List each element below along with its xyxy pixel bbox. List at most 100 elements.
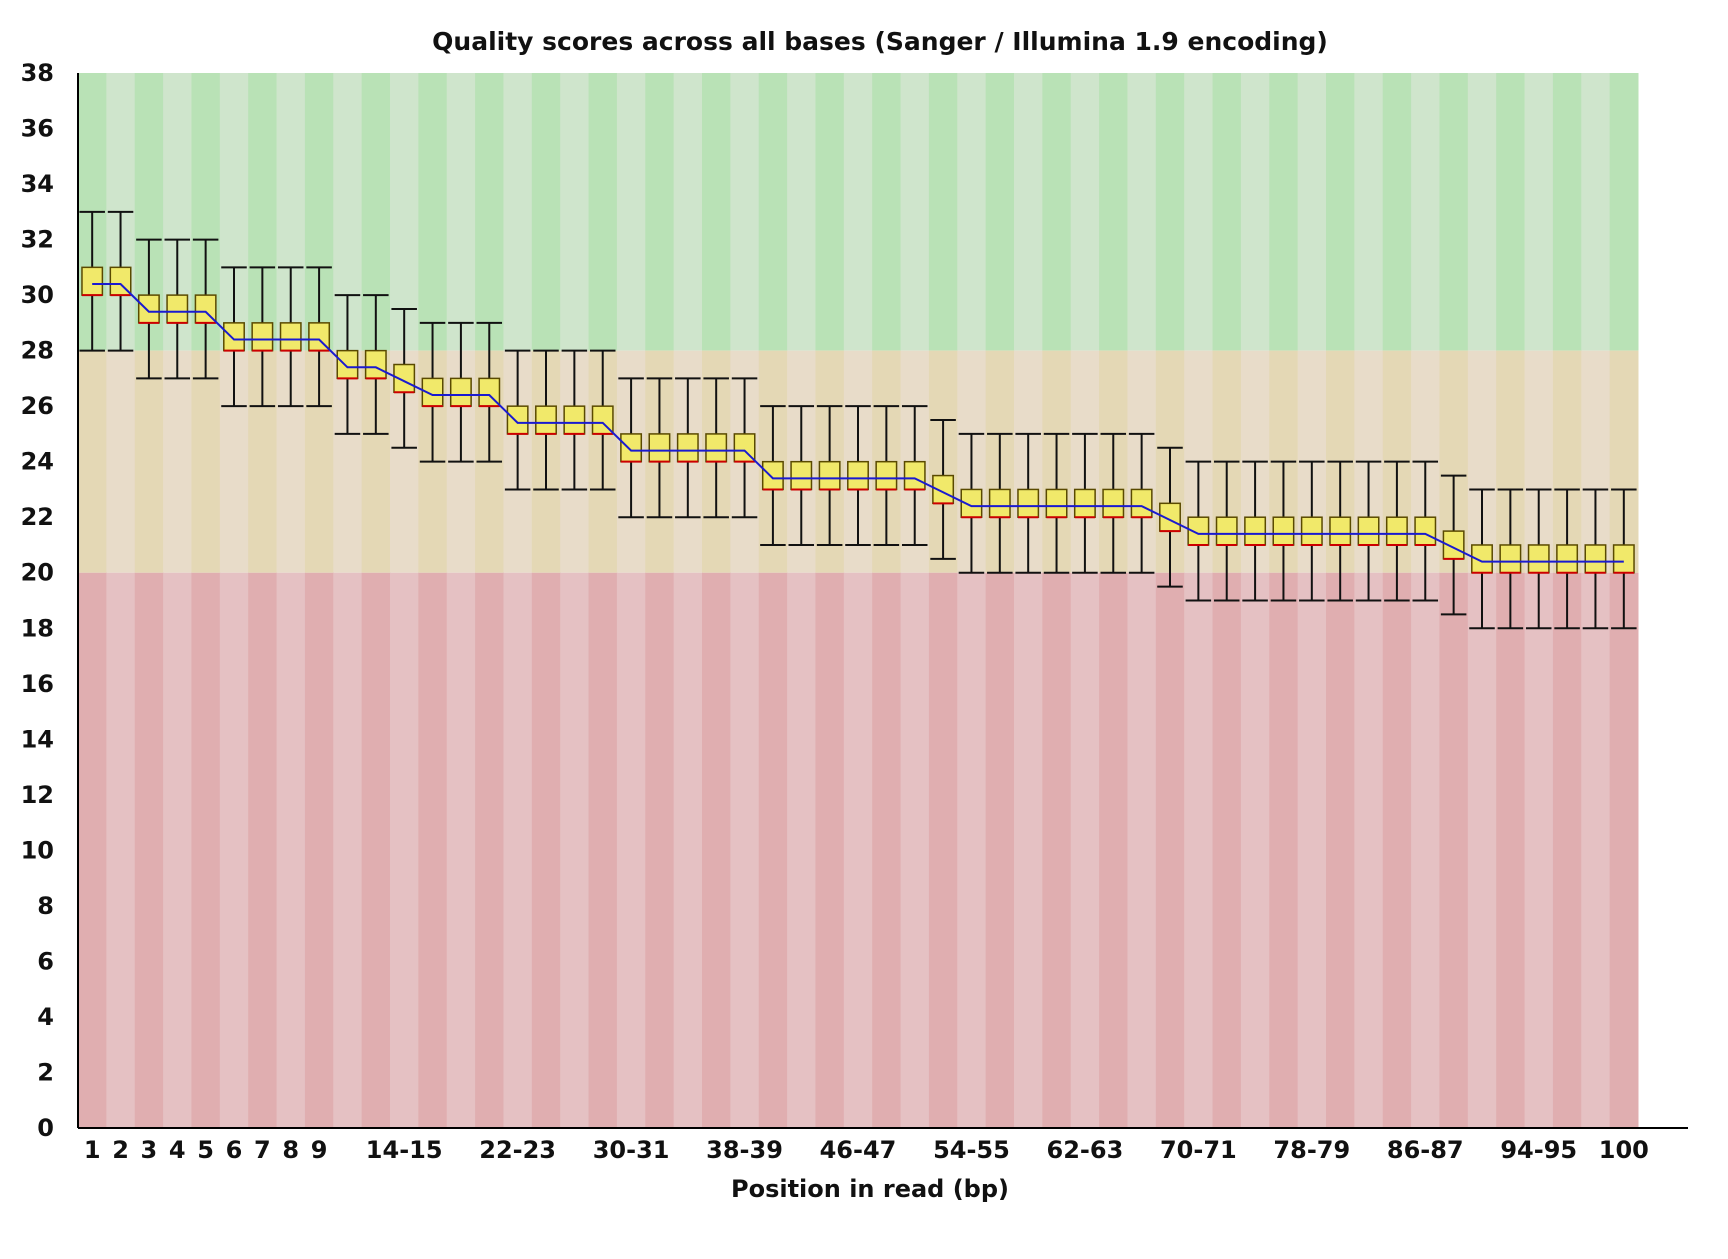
box-iqr xyxy=(705,433,728,463)
band-poor-stripe xyxy=(1070,572,1100,1128)
box-iqr xyxy=(1414,516,1437,546)
box-iqr xyxy=(1556,544,1579,574)
band-good-stripe xyxy=(560,73,590,351)
y-tick-label: 32 xyxy=(21,226,54,254)
box-iqr xyxy=(1527,544,1550,574)
box-34-35 xyxy=(675,377,701,519)
y-tick-label: 4 xyxy=(37,1003,54,1031)
box-iqr xyxy=(1300,516,1323,546)
band-good-stripe xyxy=(758,73,788,351)
x-axis-label: Position in read (bp) xyxy=(731,1175,1009,1203)
band-poor-stripe xyxy=(1411,572,1440,1128)
band-poor-stripe xyxy=(1496,572,1526,1128)
box-iqr xyxy=(279,322,302,352)
box-50-51 xyxy=(901,405,928,546)
y-tick-label: 8 xyxy=(37,892,54,920)
band-good-stripe xyxy=(1297,73,1327,351)
y-tick-label: 22 xyxy=(21,503,54,531)
band-poor-stripe xyxy=(730,572,760,1128)
box-iqr xyxy=(449,377,472,407)
band-poor-stripe xyxy=(787,572,816,1128)
box-iqr xyxy=(676,433,699,463)
box-22-23 xyxy=(504,349,531,491)
band-poor-stripe xyxy=(1212,572,1242,1128)
box-18-19 xyxy=(448,321,474,463)
box-32-33 xyxy=(646,377,673,519)
x-tick-label: 94-95 xyxy=(1500,1136,1577,1164)
box-8 xyxy=(277,266,304,408)
band-good-stripe xyxy=(390,73,419,351)
box-iqr xyxy=(1017,488,1040,518)
band-good-stripe xyxy=(1240,73,1270,351)
band-good-stripe xyxy=(503,73,533,351)
x-tick-label: 5 xyxy=(197,1136,214,1164)
box-iqr xyxy=(364,349,387,380)
x-tick-label: 14-15 xyxy=(366,1136,443,1164)
band-good-stripe xyxy=(815,73,845,351)
x-tick-label: 54-55 xyxy=(933,1136,1010,1164)
x-tick-labels: 1 2 3 4 5 6 7 8 9 14-15 22-23 30-31 38-39 46-47 54-55 6… xyxy=(84,1136,1649,1164)
box-52-53 xyxy=(930,419,956,560)
box-84-85 xyxy=(1384,460,1410,602)
band-good-stripe xyxy=(1099,73,1128,351)
band-good-stripe xyxy=(1382,73,1412,351)
box-78-79 xyxy=(1299,460,1325,602)
band-good-stripe xyxy=(1411,73,1440,351)
band-poor-stripe xyxy=(1609,572,1639,1128)
box-24-25 xyxy=(533,349,559,491)
x-tick-label: 7 xyxy=(254,1136,271,1164)
box-40-41 xyxy=(760,405,786,546)
box-7 xyxy=(249,266,276,408)
box-iqr xyxy=(1385,516,1408,546)
box-66-67 xyxy=(1128,432,1155,574)
band-good-stripe xyxy=(616,73,646,351)
band-poor-stripe xyxy=(673,572,703,1128)
band-poor-stripe xyxy=(985,572,1015,1128)
y-tick-label: 28 xyxy=(21,337,54,365)
band-poor-stripe xyxy=(1524,572,1554,1128)
band-good-stripe xyxy=(1127,73,1157,351)
band-good-stripe xyxy=(446,73,476,351)
y-tick-label: 0 xyxy=(37,1114,54,1142)
box-96-97 xyxy=(1554,488,1580,630)
x-tick-label: 1 xyxy=(84,1136,101,1164)
box-5 xyxy=(192,238,219,380)
box-26-27 xyxy=(561,349,588,491)
band-poor-stripe xyxy=(1240,572,1270,1128)
band-good-stripe xyxy=(1439,73,1469,351)
box-56-57 xyxy=(987,432,1013,574)
box-38-39 xyxy=(731,377,758,519)
band-good-stripe xyxy=(418,73,448,351)
box-iqr xyxy=(506,405,529,435)
band-good-stripe xyxy=(588,73,618,351)
box-iqr xyxy=(1130,488,1153,518)
mean-line xyxy=(92,283,1624,563)
band-poor-stripe xyxy=(446,572,476,1128)
band-poor-stripe xyxy=(900,572,930,1128)
box-iqr xyxy=(166,294,189,324)
box-92-93 xyxy=(1497,488,1524,630)
box-3 xyxy=(136,238,162,380)
box-iqr xyxy=(1499,544,1522,574)
band-poor-stripe xyxy=(106,572,136,1128)
band-poor-stripe xyxy=(1382,572,1412,1128)
band-good-stripe xyxy=(1070,73,1100,351)
box-98-99 xyxy=(1582,488,1609,630)
x-tick-label: 4 xyxy=(169,1136,186,1164)
band-poor-stripe xyxy=(1014,572,1043,1128)
band-poor-stripe xyxy=(134,572,164,1128)
band-good-stripe xyxy=(957,73,987,351)
x-tick-label: 70-71 xyxy=(1160,1136,1237,1164)
band-poor-stripe xyxy=(1552,572,1582,1128)
axes xyxy=(77,73,1688,1129)
y-tick-label: 38 xyxy=(21,59,54,87)
band-reasonable-stripe xyxy=(134,350,164,573)
box-64-65 xyxy=(1100,432,1127,574)
y-tick-label: 18 xyxy=(21,614,54,642)
box-iqr xyxy=(563,405,586,435)
box-76-77 xyxy=(1270,460,1297,602)
box-iqr xyxy=(903,460,926,491)
band-good-stripe xyxy=(1042,73,1072,351)
band-poor-stripe xyxy=(928,572,958,1128)
